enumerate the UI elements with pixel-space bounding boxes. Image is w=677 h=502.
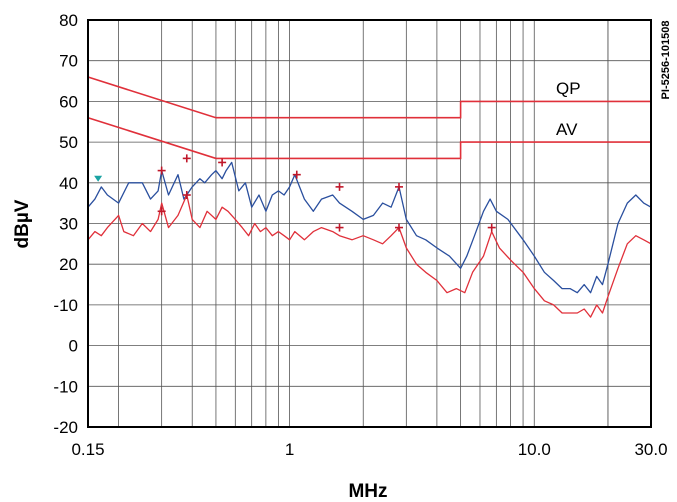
y-tick-label: 20 xyxy=(59,255,78,274)
grid xyxy=(88,20,651,427)
y-tick-label: 50 xyxy=(59,133,78,152)
plot-frame xyxy=(87,19,652,428)
peak-marker xyxy=(394,182,403,191)
peak-marker xyxy=(182,191,191,200)
series-lines xyxy=(87,161,652,318)
av-label: AV xyxy=(556,120,578,139)
x-tick-label: 1 xyxy=(285,440,294,459)
x-tick-label: 30.0 xyxy=(634,440,667,459)
y-tick-label: -20 xyxy=(53,418,78,437)
y-tick-labels: 80 70 60 50 40 30 20 -10 0 -10 -20 xyxy=(53,11,78,437)
y-tick-label: 40 xyxy=(59,174,78,193)
x-tick-label: 10.0 xyxy=(518,440,551,459)
qp-label: QP xyxy=(556,79,581,98)
limit-line-qp xyxy=(87,76,651,119)
series-line-1 xyxy=(87,161,652,294)
peak-marker xyxy=(218,158,227,167)
limit-line-av xyxy=(87,116,651,160)
peak-marker xyxy=(94,175,103,182)
peak-marker xyxy=(292,170,301,179)
y-tick-label: 80 xyxy=(59,11,78,30)
y-tick-label: 30 xyxy=(59,215,78,234)
peak-marker-triangle xyxy=(94,175,103,182)
peak-marker xyxy=(157,166,166,175)
peak-marker xyxy=(335,182,344,191)
y-tick-label: -10 xyxy=(53,377,78,396)
limit-lines xyxy=(87,76,651,160)
peak-markers xyxy=(94,154,496,232)
x-tick-label: 0.15 xyxy=(71,440,104,459)
peak-marker xyxy=(394,223,403,232)
figure-id: PI-5256-101508 xyxy=(660,21,672,100)
y-axis-label: dBµV xyxy=(12,199,33,248)
x-axis-label: MHz xyxy=(348,481,387,502)
y-tick-label: -10 xyxy=(53,296,78,315)
x-tick-labels: 0.15 1 10.0 30.0 xyxy=(71,440,667,459)
peak-marker xyxy=(182,154,191,163)
y-tick-label: 70 xyxy=(59,52,78,71)
y-tick-label: 0 xyxy=(69,337,78,356)
peak-marker xyxy=(157,207,166,216)
peak-marker xyxy=(335,223,344,232)
y-tick-label: 60 xyxy=(59,92,78,111)
series-line-2 xyxy=(87,194,652,318)
peak-marker xyxy=(487,223,496,232)
